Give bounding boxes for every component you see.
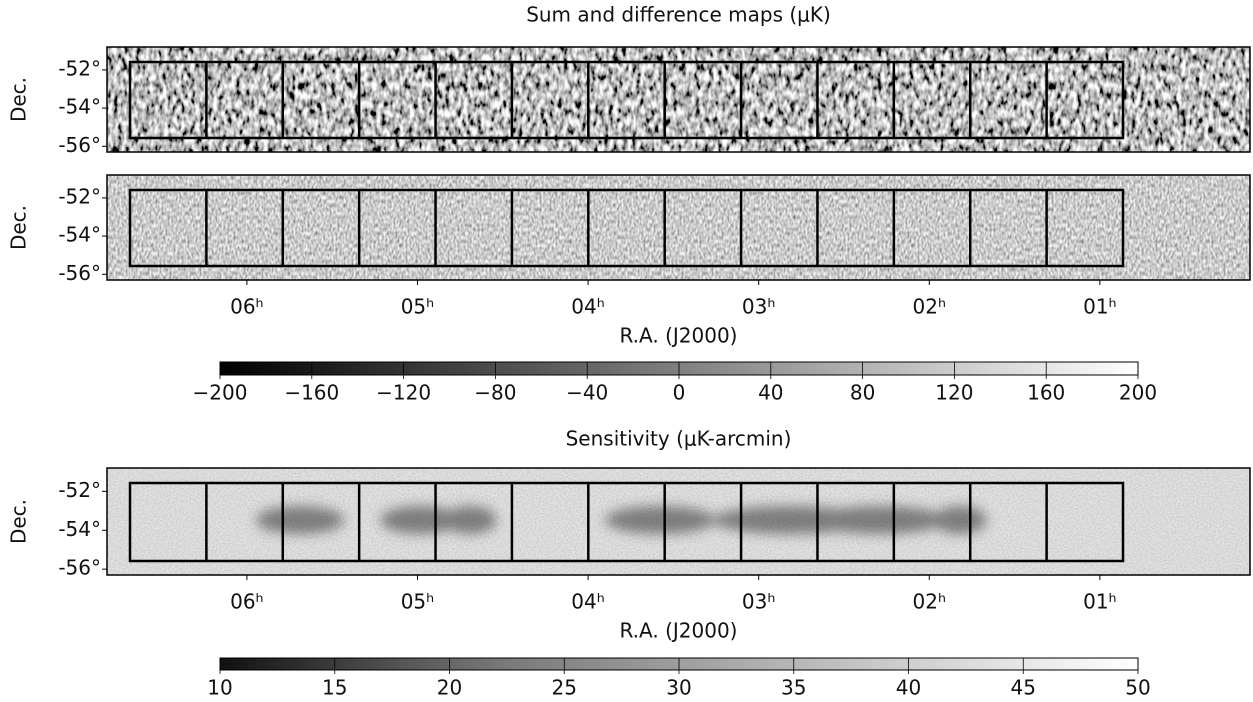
- map-frame: [106, 467, 1251, 576]
- map-image: [107, 175, 1250, 280]
- x-axis-label: R.A. (J2000): [620, 324, 738, 348]
- y-axis-label: Dec.: [7, 205, 31, 250]
- colorbar-tick-label: 50: [1125, 676, 1150, 700]
- panel-title: Sum and difference maps (μK): [526, 3, 831, 27]
- map-image: [107, 47, 1250, 152]
- colorbar-tick-label: 25: [552, 676, 577, 700]
- colorbar-tick-label: 160: [1027, 381, 1065, 405]
- x-tick-label: 01ʰ: [1083, 295, 1117, 319]
- y-tick-label: -52°: [58, 478, 101, 502]
- field-outline: [128, 188, 1125, 268]
- x-tick-label: 04ʰ: [571, 590, 605, 614]
- colorbar-tick-label: −200: [193, 381, 248, 405]
- colorbar-tick-label: 0: [673, 381, 686, 405]
- y-tick-label: -54°: [58, 223, 101, 247]
- low-noise-region: [380, 506, 460, 534]
- y-axis-label: Dec.: [7, 499, 31, 544]
- colorbar-tick-label: −80: [474, 381, 516, 405]
- colorbar-tick-label: 35: [781, 676, 806, 700]
- panel-title: Sensitivity (μK-arcmin): [566, 427, 792, 451]
- map-frame: [106, 174, 1251, 281]
- colorbar-tick-label: 120: [935, 381, 973, 405]
- colorbar-tick-label: 40: [758, 381, 783, 405]
- x-tick-label: 02ʰ: [913, 590, 947, 614]
- y-tick-label: -54°: [58, 95, 101, 119]
- x-tick-label: 05ʰ: [401, 295, 435, 319]
- colorbar-tick-label: 15: [322, 676, 347, 700]
- x-axis-label: R.A. (J2000): [620, 619, 738, 643]
- colorbar-tick-label: 10: [207, 676, 232, 700]
- low-noise-region: [256, 506, 344, 534]
- y-tick-label: -54°: [58, 517, 101, 541]
- colorbar-tick-label: −40: [566, 381, 608, 405]
- colorbar-tick-label: 30: [666, 676, 691, 700]
- colorbar-tick-label: −160: [284, 381, 339, 405]
- x-tick-label: 05ʰ: [401, 590, 435, 614]
- y-tick-label: -56°: [58, 133, 101, 157]
- colorbar-tick-label: 40: [896, 676, 921, 700]
- y-tick-label: -56°: [58, 556, 101, 580]
- x-tick-label: 03ʰ: [742, 590, 776, 614]
- x-tick-label: 02ʰ: [913, 295, 947, 319]
- colorbar-tick-label: 45: [1011, 676, 1036, 700]
- field-outline: [128, 481, 1125, 563]
- low-noise-region: [605, 506, 715, 534]
- field-outline: [128, 60, 1125, 140]
- x-tick-label: 03ʰ: [742, 295, 776, 319]
- x-tick-label: 04ʰ: [571, 295, 605, 319]
- low-noise-region: [443, 506, 497, 534]
- low-noise-region: [933, 506, 987, 534]
- x-tick-label: 06ʰ: [230, 590, 264, 614]
- low-noise-region: [814, 506, 946, 534]
- y-tick-label: -52°: [58, 184, 101, 208]
- x-tick-label: 01ʰ: [1083, 590, 1117, 614]
- colorbar-tick-label: 200: [1119, 381, 1157, 405]
- colorbar-tick-label: −120: [376, 381, 431, 405]
- colorbar-tick-label: 80: [850, 381, 875, 405]
- colorbar-tick-label: 20: [437, 676, 462, 700]
- sensitivity-blobs: [256, 506, 987, 534]
- y-tick-label: -52°: [58, 56, 101, 80]
- x-tick-label: 06ʰ: [230, 295, 264, 319]
- y-tick-label: -56°: [58, 261, 101, 285]
- map-frame: [106, 46, 1251, 153]
- y-axis-label: Dec.: [7, 77, 31, 122]
